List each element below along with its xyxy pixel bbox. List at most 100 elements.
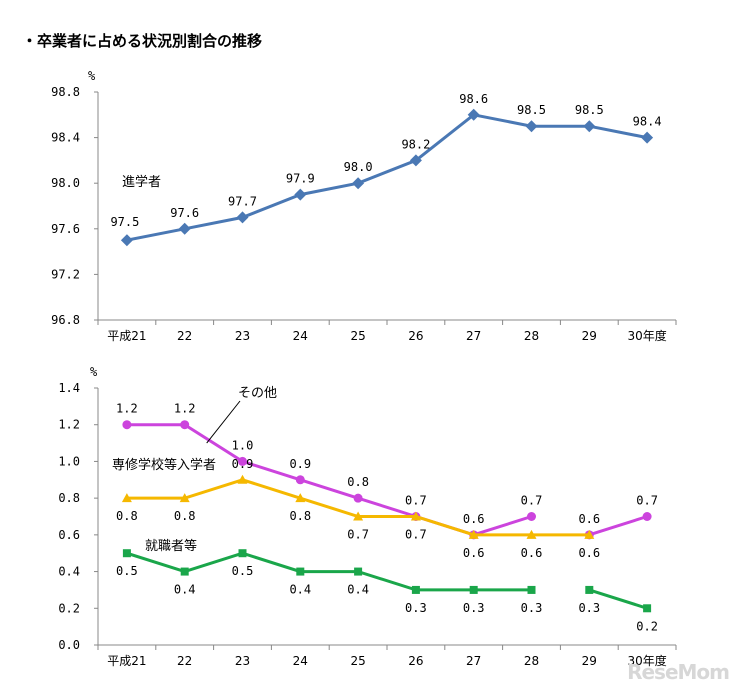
y-tick-label: 98.4 [51,131,80,145]
data-label: 0.2 [636,619,658,633]
data-label: 0.8 [174,509,196,523]
data-point [179,493,190,503]
series-label-leader [206,400,241,444]
x-tick-label: 22 [177,329,192,343]
y-tick-label: 0.2 [58,601,80,615]
x-tick-label: 23 [235,329,250,343]
x-tick-label: 28 [524,329,539,343]
data-label: 0.7 [405,528,427,542]
data-label: 0.5 [232,564,254,578]
x-tick-label: 28 [524,654,539,668]
y-tick-label: 1.0 [58,454,80,468]
y-tick-label: 0.6 [58,528,80,542]
data-point [120,234,133,247]
y-tick-label: 97.2 [51,267,80,281]
y-tick-label: 98.8 [51,85,80,99]
x-tick-label: 29 [582,329,597,343]
data-point [409,154,422,167]
data-label: 98.5 [517,103,546,117]
series-line [126,113,648,242]
data-label: 1.2 [174,402,196,416]
series-name-label: 専修学校等入学者 [112,457,216,473]
data-label: 0.6 [463,512,485,526]
data-point [236,211,249,224]
series-name-label: その他 [238,386,277,401]
x-tick-label: 30年度 [627,328,666,343]
data-point [180,567,189,576]
data-point [585,585,594,594]
data-label: 0.3 [405,601,427,615]
x-tick-label: 29 [582,654,597,668]
data-label: 98.6 [459,92,488,106]
data-point [295,493,306,503]
series-name-label: 進学者 [122,174,161,190]
data-point [525,120,538,133]
data-point [180,420,190,430]
data-label: 0.7 [636,494,658,508]
data-point [642,512,652,521]
data-label: 0.9 [289,457,311,471]
data-point [583,120,596,133]
data-label: 0.4 [174,583,196,597]
data-label: 98.2 [401,137,430,151]
y-tick-label: 1.2 [58,418,80,432]
data-point [353,511,364,521]
data-label: 97.6 [170,206,199,220]
data-point [295,475,305,485]
data-point [352,177,365,190]
data-label: 0.4 [289,583,311,597]
y-tick-label: 98.0 [51,176,80,190]
data-point [122,549,131,558]
y-tick-label: 97.6 [51,222,80,236]
data-point [354,567,363,576]
page-title: ・卒業者に占める状況別割合の推移 [22,32,263,50]
data-point [584,529,595,539]
x-tick-label: 22 [177,654,192,668]
x-tick-label: 平成21 [107,329,146,343]
data-label: 98.4 [633,115,662,129]
data-label: 1.2 [116,402,138,416]
series-line [588,515,648,537]
x-tick-label: 24 [293,329,308,343]
data-point [121,493,132,503]
data-label: 0.7 [405,494,427,508]
data-label: 1.0 [232,438,254,452]
y-tick-label: 0.0 [58,638,80,652]
x-tick-label: 26 [408,329,423,343]
x-tick-label: 30年度 [627,653,666,668]
x-tick-label: 24 [293,654,308,668]
data-point [294,188,307,201]
watermark-logo: ReseMom [627,660,730,684]
data-label: 0.7 [521,494,543,508]
data-label: 0.6 [463,546,485,560]
x-tick-label: 26 [408,654,423,668]
data-point [527,512,536,521]
data-label: 0.8 [289,509,311,523]
data-label: 98.0 [344,160,373,174]
data-label: 0.6 [521,546,543,560]
x-tick-label: 27 [466,329,481,343]
data-label: 0.6 [578,546,600,560]
data-point [469,585,478,594]
data-label: 97.7 [228,194,257,208]
x-tick-label: 25 [350,654,365,668]
data-point [296,567,305,576]
data-label: 0.9 [232,457,254,471]
data-label: 0.4 [347,583,369,597]
data-label: 0.8 [116,509,138,523]
data-point [122,420,132,430]
data-label: 0.7 [347,528,369,542]
data-point [237,474,248,484]
y-tick-label: 96.8 [51,313,80,327]
data-label: 97.9 [286,172,315,186]
data-point [178,222,191,235]
data-point [527,585,536,594]
data-label: 97.5 [110,215,139,229]
x-tick-label: 25 [350,329,365,343]
y-tick-label: 0.8 [58,491,80,505]
series-line [588,588,648,610]
x-tick-label: 27 [466,654,481,668]
data-label: 0.5 [116,564,138,578]
y-tick-label: 0.4 [58,565,80,579]
